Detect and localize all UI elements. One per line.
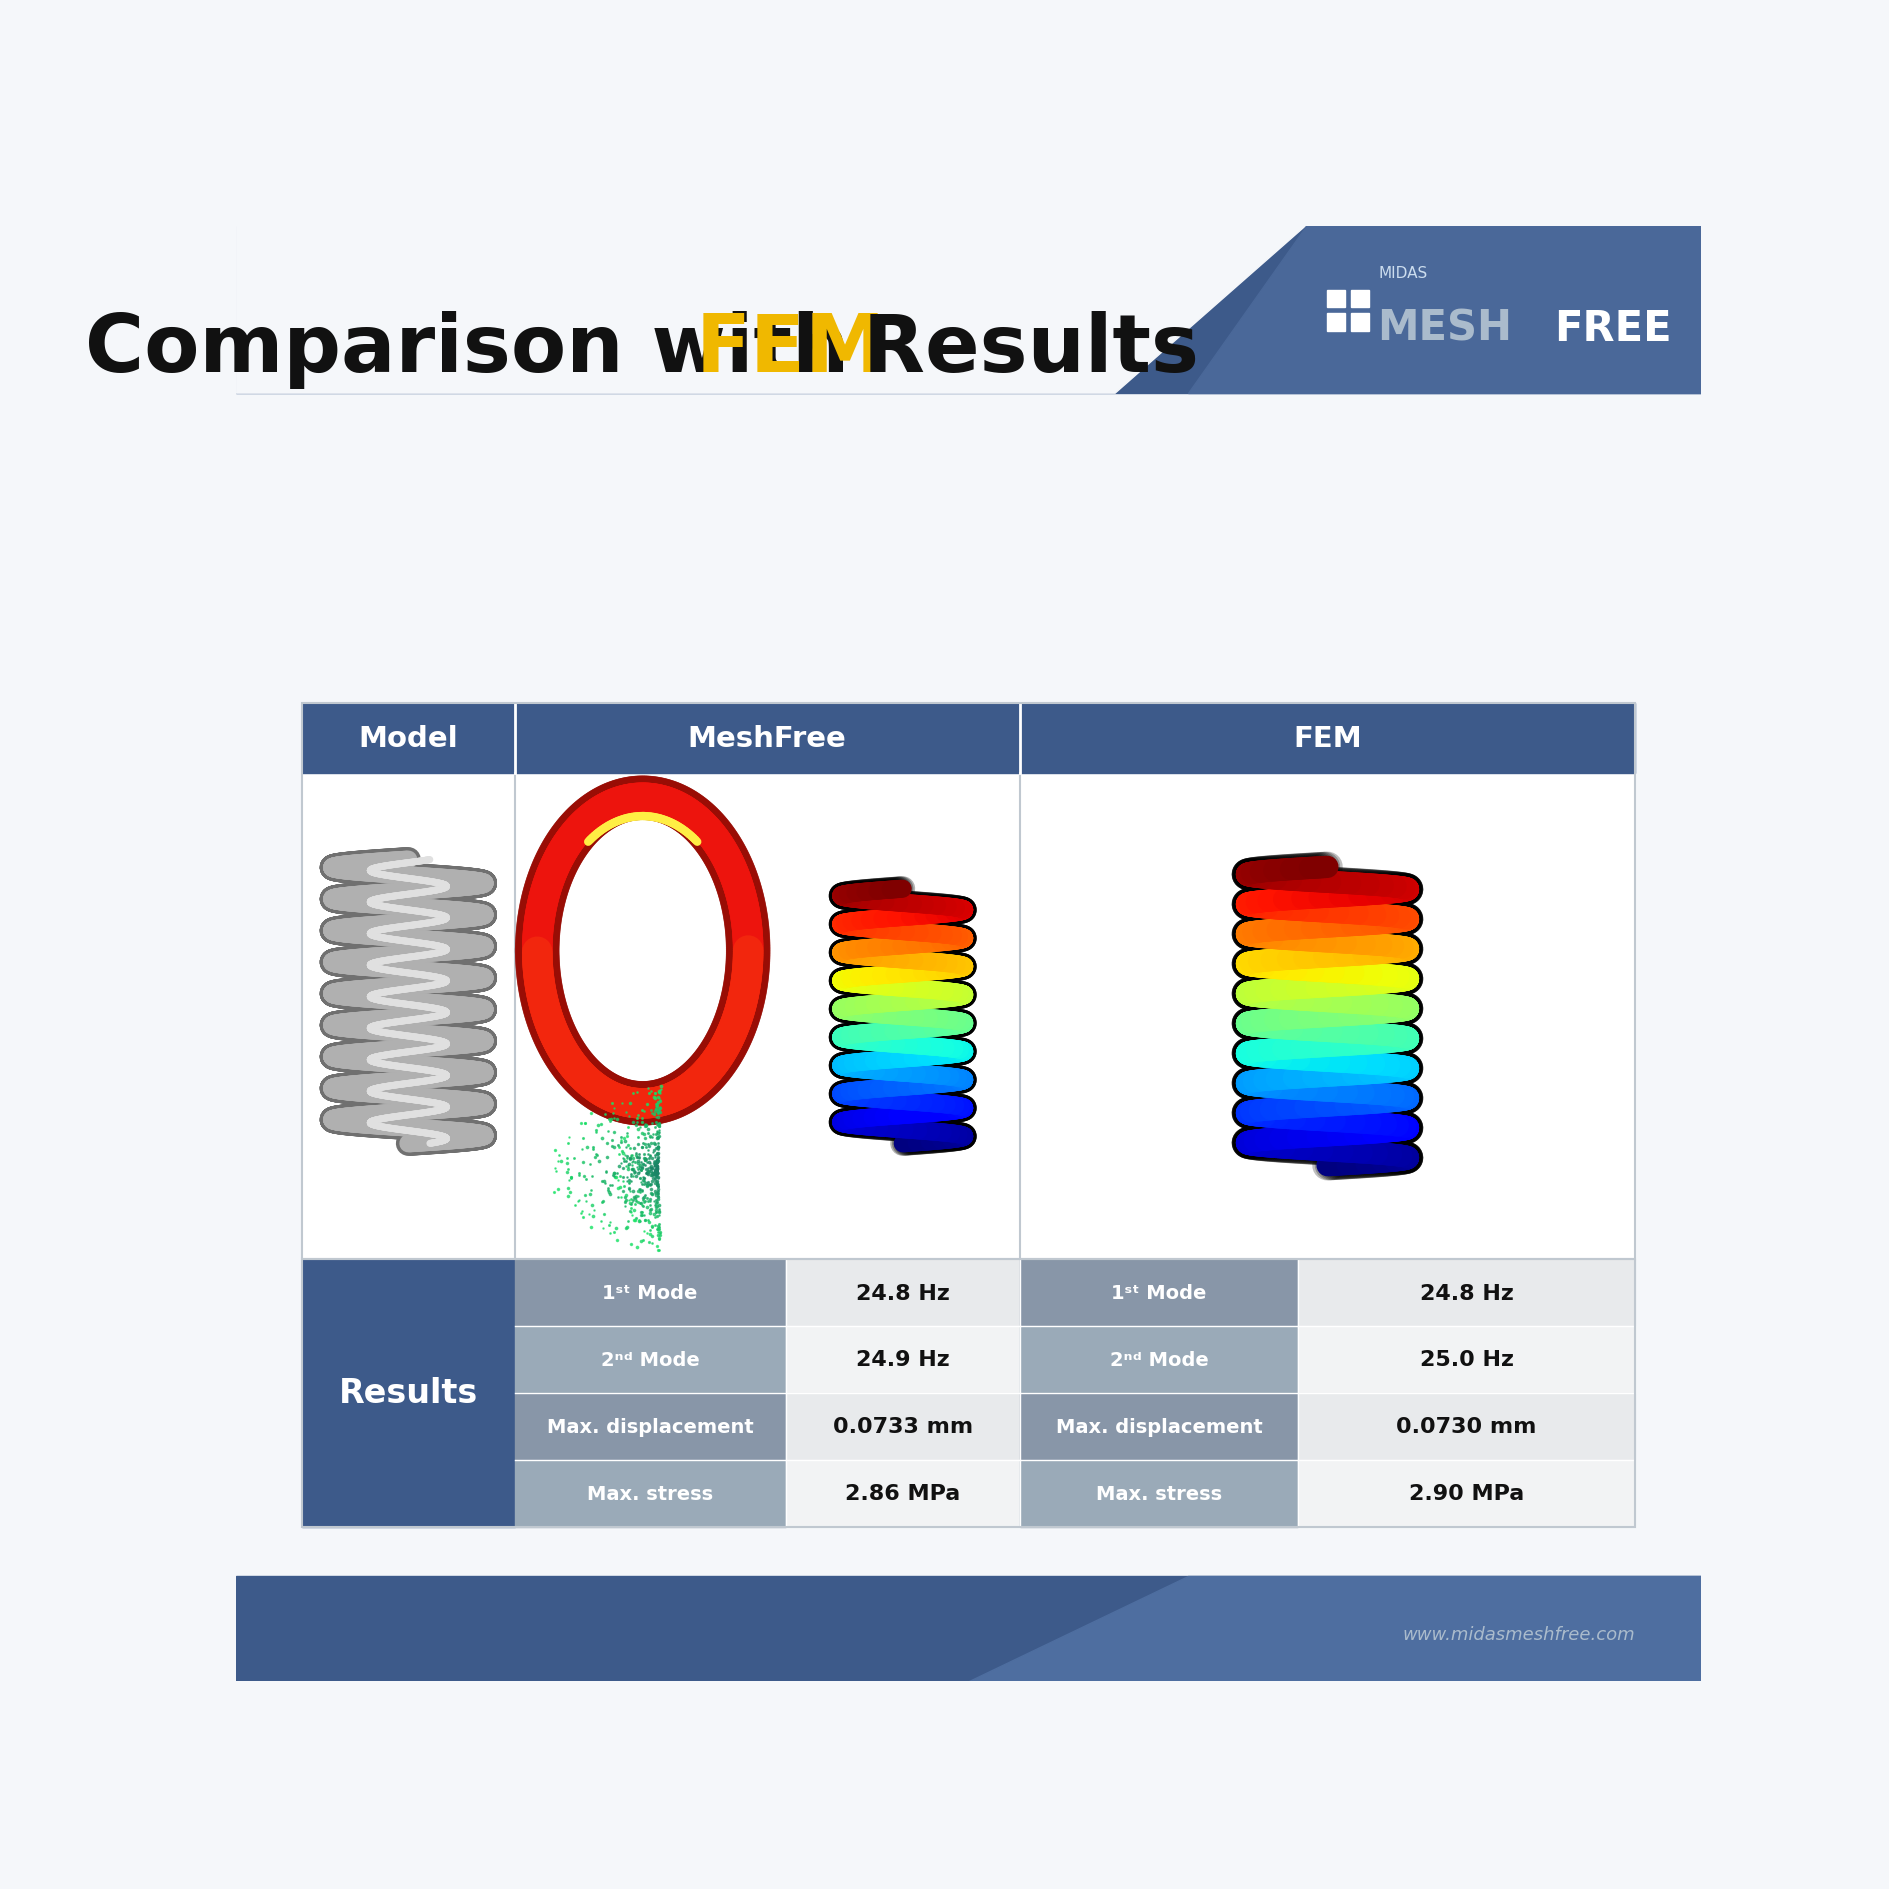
Bar [786, 1460, 1020, 1526]
Text: 1ˢᵗ Mode: 1ˢᵗ Mode [1111, 1283, 1205, 1302]
Text: 2.90 MPa: 2.90 MPa [1409, 1483, 1523, 1504]
Text: 24.8 Hz: 24.8 Hz [1419, 1283, 1513, 1303]
Polygon shape [236, 227, 1305, 395]
Bar [302, 1260, 1634, 1526]
Bar [786, 1260, 1020, 1326]
Bar [514, 1460, 786, 1526]
Text: www.midasmeshfree.com: www.midasmeshfree.com [1402, 1625, 1634, 1643]
Text: MeshFree: MeshFree [688, 725, 846, 752]
Text: Max. stress: Max. stress [1096, 1485, 1222, 1504]
Bar [1351, 291, 1368, 308]
Text: 24.8 Hz: 24.8 Hz [856, 1283, 948, 1303]
Text: MESH: MESH [1377, 308, 1511, 349]
Text: FREE: FREE [1553, 308, 1672, 349]
Bar [514, 1260, 786, 1326]
Bar [1298, 1394, 1634, 1460]
Text: 0.0730 mm: 0.0730 mm [1396, 1417, 1536, 1438]
Text: Results: Results [338, 1377, 478, 1409]
Text: FEM: FEM [1292, 725, 1362, 752]
Bar [514, 1394, 786, 1460]
Bar [1326, 314, 1345, 331]
Bar [1020, 1260, 1298, 1326]
Bar [1298, 1326, 1634, 1394]
Polygon shape [967, 1577, 1700, 1681]
Text: Max. displacement: Max. displacement [1056, 1417, 1262, 1436]
Bar [236, 227, 1700, 395]
Bar [786, 1394, 1020, 1460]
Text: Max. displacement: Max. displacement [546, 1417, 754, 1436]
Bar [1298, 1260, 1634, 1326]
Bar [1020, 1326, 1298, 1394]
Text: FEM: FEM [695, 310, 886, 389]
Bar [1020, 1460, 1298, 1526]
Bar [1298, 1460, 1634, 1526]
Bar [1020, 1394, 1298, 1460]
Bar [786, 1326, 1020, 1394]
Bar [302, 1260, 514, 1526]
Text: 2ⁿᵈ Mode: 2ⁿᵈ Mode [1109, 1351, 1207, 1370]
Text: Max. stress: Max. stress [587, 1485, 712, 1504]
Text: 24.9 Hz: 24.9 Hz [856, 1351, 948, 1370]
Text: 1ˢᵗ Mode: 1ˢᵗ Mode [603, 1283, 697, 1302]
Text: Model: Model [359, 725, 457, 752]
Text: 2ⁿᵈ Mode: 2ⁿᵈ Mode [601, 1351, 699, 1370]
Bar [302, 774, 1634, 1260]
Bar [514, 1326, 786, 1394]
Bar [302, 705, 1634, 774]
Text: MIDAS: MIDAS [1379, 266, 1428, 281]
Bar [1351, 314, 1368, 331]
Bar [1326, 291, 1345, 308]
Bar [236, 1577, 1700, 1681]
Text: 0.0733 mm: 0.0733 mm [833, 1417, 973, 1438]
Text: 2.86 MPa: 2.86 MPa [844, 1483, 960, 1504]
Polygon shape [1188, 227, 1700, 395]
Text: 25.0 Hz: 25.0 Hz [1419, 1351, 1513, 1370]
Text: Results: Results [835, 310, 1200, 389]
Bar [302, 705, 1634, 1260]
Text: Comparison with: Comparison with [85, 310, 876, 389]
